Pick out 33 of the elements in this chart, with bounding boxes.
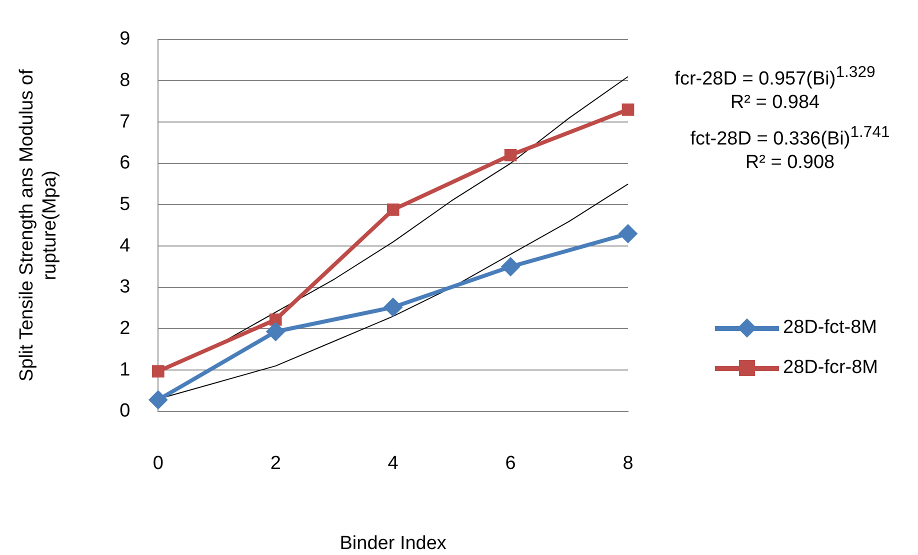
- point: [266, 322, 286, 342]
- point: [504, 148, 517, 162]
- y-tick-label: 9: [120, 28, 130, 50]
- point: [622, 104, 634, 116]
- text: R² = 0.908: [744, 151, 836, 175]
- y-tick-label: 4: [120, 235, 131, 256]
- x-tick-label: 0: [152, 453, 164, 474]
- point: [148, 390, 168, 410]
- y-tick-label: 5: [120, 194, 130, 215]
- point: [501, 257, 520, 276]
- x-tick-label: 6: [505, 453, 516, 474]
- x-axis-title: Binder Index: [340, 532, 447, 554]
- y-tick-label: 1: [120, 359, 130, 380]
- legend-label: 28D-fcr-8M: [783, 357, 878, 379]
- text: fcr-28D = 0.957(Bi)$^{1.329}$: [674, 63, 876, 92]
- text: R² = 0.984: [729, 91, 821, 115]
- y-tick-label: 2: [120, 318, 130, 339]
- y-tick-label: 3: [120, 276, 130, 298]
- point: [618, 224, 638, 244]
- y-tick-label: 8: [120, 70, 130, 91]
- y-tick-label: 6: [120, 152, 130, 174]
- x-tick-label: 8: [622, 453, 634, 474]
- point: [269, 313, 282, 326]
- x-tick-label: 4: [388, 453, 399, 474]
- legend-label: 28D-fct-8M: [783, 317, 877, 339]
- y-tick-label: 7: [120, 111, 130, 132]
- x-tick-label: 2: [270, 453, 281, 474]
- point: [384, 298, 403, 317]
- y-tick-label: 0: [120, 400, 130, 422]
- text: fct-28D = 0.336(Bi)$^{1.741}$: [689, 123, 891, 152]
- point: [386, 204, 400, 216]
- y-axis-title: Split Tensile Strength ans Modulus of rupture(Mpa): [16, 68, 60, 382]
- point: [152, 365, 164, 378]
